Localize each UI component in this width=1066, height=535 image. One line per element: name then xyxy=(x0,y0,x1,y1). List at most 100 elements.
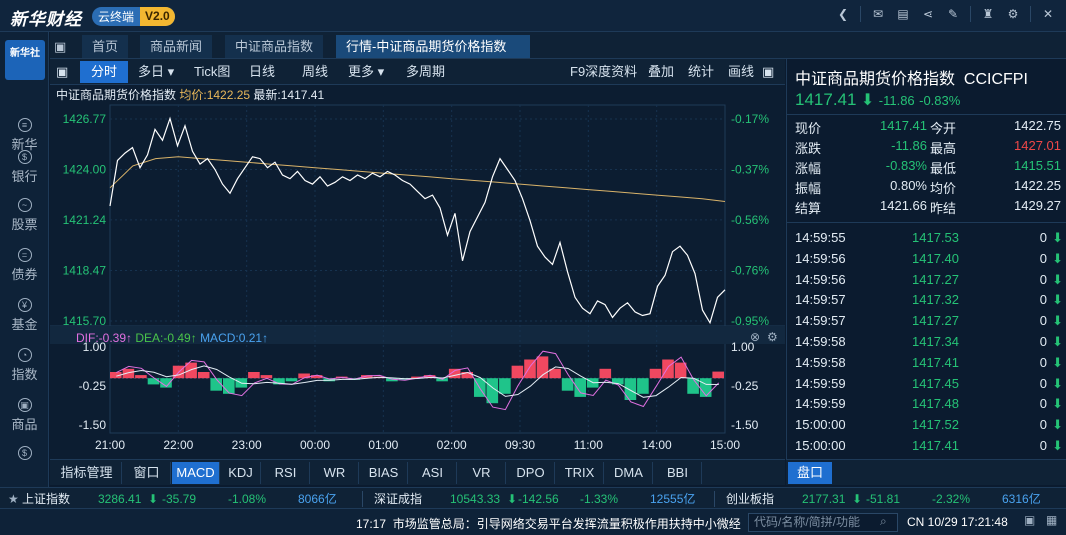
tick-row: 14:59:59 1417.45 0 ⬇ xyxy=(795,376,1063,397)
tick-list[interactable]: 14:59:55 1417.53 0 ⬇ 14:59:56 1417.40 0 ⬇… xyxy=(795,230,1063,459)
screen-icon[interactable]: ▦ xyxy=(1046,513,1058,527)
x-tick-label: 09:30 xyxy=(505,438,535,452)
search-icon[interactable]: ⌕ xyxy=(880,514,887,528)
y-tick-label-right: -0.76% xyxy=(731,263,769,277)
macd-bar xyxy=(361,375,373,379)
index-ticker[interactable]: 上证指数 3286.41 ⬇ -35.79 -1.08% 8066亿 xyxy=(22,488,357,510)
indicator-tab[interactable]: ASI xyxy=(409,462,457,484)
down-arrow-icon: ⬇ xyxy=(507,492,518,506)
x-tick-label: 02:00 xyxy=(437,438,467,452)
tab-order-book[interactable]: 盘口 xyxy=(788,462,832,484)
tab-home[interactable]: 首页 xyxy=(82,35,129,58)
toolbar-multi-period[interactable]: 多周期 xyxy=(406,64,446,79)
tick-time: 15:00:00 xyxy=(795,417,846,433)
indicator-tab[interactable]: DMA xyxy=(605,462,653,484)
indicator-tab[interactable]: RSI xyxy=(262,462,310,484)
indicator-tab[interactable]: MACD xyxy=(172,462,220,484)
macd-bar xyxy=(147,378,160,385)
macd-dea-line xyxy=(116,365,719,398)
chat-icon[interactable]: ▤ xyxy=(897,7,909,21)
index-amount: 8066亿 xyxy=(298,492,337,506)
nav-item-fund[interactable]: ¥ 基金 xyxy=(11,298,38,332)
share-icon[interactable]: ⋖ xyxy=(922,7,934,21)
fund-icon: ¥ xyxy=(17,298,32,312)
tick-volume: 0 xyxy=(1039,354,1047,370)
tab-csi-commodity-index[interactable]: 中证商品指数 xyxy=(225,35,324,58)
price-line xyxy=(109,116,726,325)
mail-icon[interactable]: ✉ xyxy=(872,7,884,21)
news-ticker[interactable]: 17:17 市场监管总局：引导网络交易平台发挥流量积极作用扶持中小微经 xyxy=(356,517,741,531)
tick-volume: 0 xyxy=(1039,375,1047,391)
tick-price: 1417.48 xyxy=(912,396,959,412)
nav-item-bank[interactable]: $ 银行 xyxy=(11,150,38,184)
intraday-chart[interactable]: 1426.77 -0.17% 1424.00 -0.37% 1421.24 -0.56% 1… xyxy=(50,85,785,459)
avg-label: 均价:1422.25 xyxy=(179,88,251,102)
indicator-tab[interactable]: 窗口 xyxy=(123,462,171,484)
macd-bar xyxy=(248,372,260,379)
macd-tick-label: -1.50 xyxy=(79,418,107,432)
indicator-tab[interactable]: 指标管理 xyxy=(52,462,122,484)
tab-quote[interactable]: 行情-中证商品期货价格指数 xyxy=(336,35,531,58)
search-input[interactable]: 代码/名称/简拼/功能 xyxy=(748,513,898,532)
nav-item-fx[interactable]: $ xyxy=(0,446,49,462)
indicator-tab[interactable]: BIAS xyxy=(360,462,408,484)
indicator-tab[interactable]: DPO xyxy=(507,462,555,484)
indicator-tab[interactable]: WR xyxy=(311,462,359,484)
toolbar-stats[interactable]: 统计 xyxy=(688,64,715,79)
macd-bar xyxy=(210,378,222,391)
panel-toggle-icon[interactable]: ▣ xyxy=(56,64,69,79)
sidebar-toggle-icon[interactable]: ▣ xyxy=(762,64,775,79)
nav-item-bond[interactable]: = 债券 xyxy=(11,248,38,282)
x-tick-label: 00:00 xyxy=(300,438,330,452)
close-icon[interactable]: ✕ xyxy=(1042,7,1054,21)
skin-icon[interactable]: ♜ xyxy=(982,7,994,21)
macd-bar xyxy=(687,378,699,394)
macd-bar xyxy=(223,378,235,394)
close-indicator-icon[interactable]: ⊗ xyxy=(750,330,761,344)
nav-item-xinhua[interactable]: ≡ 新华 xyxy=(11,118,38,152)
toolbar-daily[interactable]: 日线 xyxy=(249,64,276,79)
quote-value: 1415.51 xyxy=(1014,158,1061,173)
index-pct: -1.33% xyxy=(580,492,619,506)
index-bar: ★ 上证指数 3286.41 ⬇ -35.79 -1.08% 8066亿 深证成指… xyxy=(0,487,1066,509)
indicator-settings-icon[interactable]: ⚙ xyxy=(767,330,778,344)
toolbar-f9[interactable]: F9深度资料 xyxy=(570,64,638,79)
collapse-icon[interactable]: ▣ xyxy=(54,39,67,54)
nav-item-index[interactable]: ◔ 指数 xyxy=(11,348,38,382)
quote-panel xyxy=(786,59,1066,459)
index-ticker[interactable]: 创业板指 2177.31 ⬇ -51.81 -2.32% 6316亿 xyxy=(726,488,1061,510)
chart-area[interactable]: 1426.77 -0.17% 1424.00 -0.37% 1421.24 -0.56% 1… xyxy=(50,85,785,459)
edit-icon[interactable]: ✎ xyxy=(947,7,959,21)
down-arrow-icon: ⬇ xyxy=(148,492,159,506)
x-tick-label: 11:00 xyxy=(574,438,603,452)
index-value: 3286.41 xyxy=(98,492,142,506)
nav-item-commodity[interactable]: ▣ 商品 xyxy=(11,398,38,432)
back-icon[interactable]: ❮ xyxy=(837,7,849,21)
gear-icon[interactable]: ⚙ xyxy=(1007,7,1019,21)
star-icon[interactable]: ★ xyxy=(8,492,19,506)
indicator-tab[interactable]: KDJ xyxy=(221,462,261,484)
product-badge[interactable]: 云终端 V2.0 xyxy=(92,7,175,26)
quote-value: 1422.75 xyxy=(1014,118,1061,133)
quote-label: 今开 xyxy=(930,121,957,136)
nav-item-stock[interactable]: ~ 股票 xyxy=(11,198,38,232)
indicator-tab[interactable]: BBI xyxy=(654,462,702,484)
quote-row: 现价 1417.41 今开 1422.75 xyxy=(795,118,1063,138)
toolbar-weekly[interactable]: 周线 xyxy=(302,64,329,79)
index-ticker[interactable]: 深证成指 10543.33 ⬇ -142.56 -1.33% 12555亿 xyxy=(374,488,709,510)
tick-volume: 0 xyxy=(1039,250,1047,266)
toolbar-overlay[interactable]: 叠加 xyxy=(648,64,675,79)
xinhua-logo[interactable]: 新华社 xyxy=(5,40,45,80)
toolbar-tick[interactable]: Tick图 xyxy=(194,64,231,79)
title-bar xyxy=(0,0,1066,32)
toolbar-draw[interactable]: 画线 xyxy=(728,64,755,79)
x-tick-label: 23:00 xyxy=(232,438,262,452)
indicator-tab[interactable]: VR xyxy=(458,462,506,484)
toolbar-more[interactable]: 更多 ▾ xyxy=(348,64,385,79)
chart-border xyxy=(109,104,726,434)
indicator-tab[interactable]: TRIX xyxy=(556,462,604,484)
tab-commodity-news[interactable]: 商品新闻 xyxy=(140,35,213,58)
save-icon[interactable]: ▣ xyxy=(1024,513,1036,527)
toolbar-intraday[interactable]: 分时 xyxy=(80,61,128,83)
toolbar-multiday[interactable]: 多日 ▾ xyxy=(138,64,175,79)
